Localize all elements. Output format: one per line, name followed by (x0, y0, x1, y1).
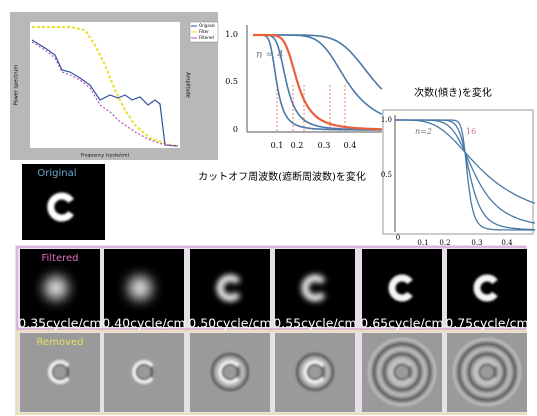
removed-image (190, 333, 270, 412)
y-tick-label: 0 (233, 125, 238, 134)
y-tick-label: 0 (396, 234, 400, 242)
spectrum-chart: Original Filter Filtered Power spectrum … (10, 12, 218, 160)
slide: Original Filter Filtered Power spectrum … (0, 0, 537, 416)
caption: カットオフ周波数(遮断周波数)を変化 (198, 170, 366, 183)
legend-entry: Original (199, 23, 215, 28)
y-tick-label: 0.5 (381, 171, 392, 179)
y-tick-label: 1.0 (225, 30, 238, 39)
cutoff-label: 0.65cycle/cm (360, 316, 443, 331)
removed-image (275, 333, 355, 412)
y-tick-label: 0.5 (225, 77, 238, 86)
x-tick-label: 0.1 (271, 141, 284, 150)
legend-entry: Filter (199, 29, 209, 34)
object (44, 276, 68, 300)
annotation: n=2 (415, 127, 432, 136)
removed-image (104, 333, 184, 412)
original-image: Original (22, 164, 105, 240)
legend-entry: Filtered (199, 35, 214, 40)
row-label: Filtered (41, 253, 78, 264)
y-axis-label: Power spectrum (14, 65, 20, 105)
row-label: Removed (37, 337, 84, 348)
y2-axis-label: Amplitude (185, 72, 191, 98)
x-tick-label: 0.4 (344, 141, 357, 150)
plot-area (30, 22, 180, 148)
x-tick-label: 0.2 (291, 141, 304, 150)
annotation: 16 (466, 127, 476, 136)
cutoff-label: 0.55cycle/cm (273, 316, 356, 331)
image-label: Original (37, 168, 76, 179)
x-axis-label: Frequency (cycle/cm) (81, 153, 129, 159)
chart-title: 次数(傾き)を変化 (414, 86, 492, 99)
cutoff-label: 0.75cycle/cm (445, 316, 528, 331)
object (128, 276, 152, 300)
cutoff-label: 0.50cycle/cm (188, 316, 271, 331)
cutoff-label: 0.35cycle/cm (18, 316, 101, 331)
y-tick-label: 1.0 (381, 116, 392, 124)
cutoff-label: 0.40cycle/cm (102, 316, 185, 331)
x-tick-label: 0.3 (318, 141, 331, 150)
